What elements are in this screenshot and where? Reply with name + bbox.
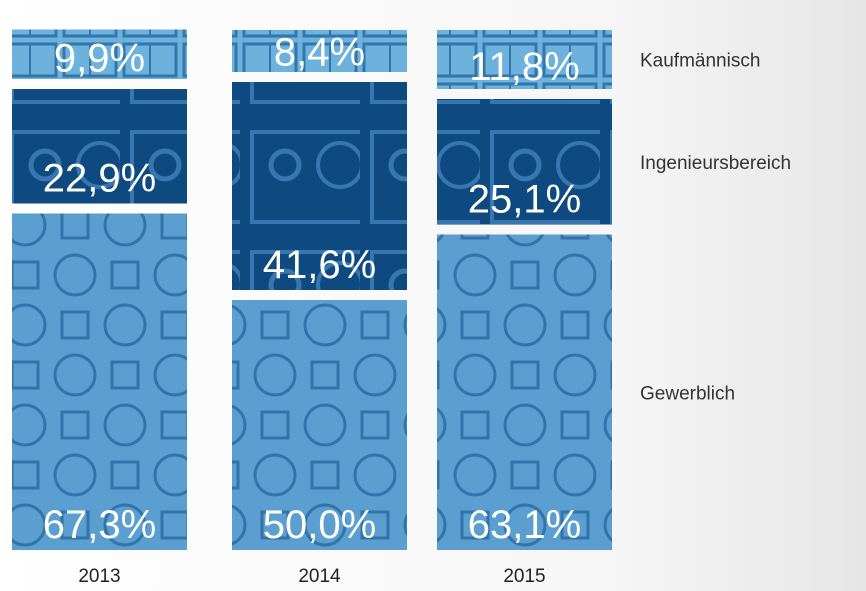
value-label: 63,1% [468, 503, 581, 547]
x-tick-label: 2014 [298, 566, 341, 587]
bar-pattern [12, 213, 187, 550]
legend-label: Ingenieursbereich [640, 153, 791, 174]
value-label: 8,4% [274, 31, 365, 75]
value-label: 50,0% [263, 503, 376, 547]
value-label: 22,9% [43, 157, 156, 201]
bar-pattern [12, 29, 187, 79]
bar-pattern [437, 234, 612, 550]
legend-label: Kaufmännisch [640, 51, 760, 72]
bar-pattern [12, 89, 187, 204]
value-label: 11,8% [469, 45, 579, 89]
x-tick-label: 2013 [78, 566, 120, 587]
value-label: 67,3% [43, 503, 156, 547]
bar-pattern [232, 82, 407, 290]
bar-pattern [437, 99, 612, 225]
legend-label: Gewerblich [640, 383, 735, 404]
value-label: 25,1% [468, 178, 581, 222]
bar-pattern [437, 30, 612, 89]
x-tick-label: 2015 [503, 566, 545, 587]
bar-pattern [232, 30, 407, 72]
bar-pattern [232, 300, 407, 550]
value-label: 41,6% [263, 243, 376, 287]
value-label: 9,9% [54, 37, 145, 81]
